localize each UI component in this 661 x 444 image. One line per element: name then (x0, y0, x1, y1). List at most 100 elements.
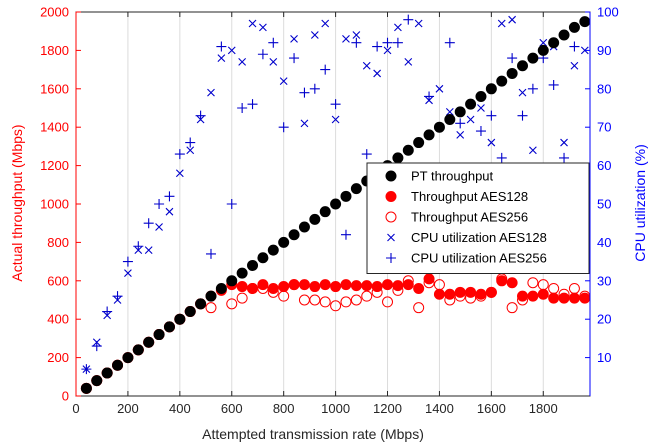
data-point (257, 252, 269, 264)
legend-marker (387, 233, 395, 242)
data-point (309, 294, 321, 306)
data-point (289, 53, 300, 64)
y-axis-left-label: Actual throughput (Mbps) (9, 124, 25, 281)
data-point (155, 223, 163, 231)
legend-label: CPU utilization AES128 (411, 230, 547, 245)
data-point (423, 129, 435, 141)
data-point (153, 329, 165, 341)
data-point (506, 302, 518, 314)
data-point (548, 282, 560, 294)
data-point (404, 58, 413, 66)
y-left-tick-label: 800 (47, 235, 69, 250)
data-point (352, 31, 361, 39)
data-point (205, 290, 217, 302)
data-point (485, 286, 497, 298)
data-point (226, 298, 238, 310)
data-point (456, 130, 465, 139)
data-point (237, 103, 248, 113)
data-point (101, 367, 113, 379)
data-point (454, 286, 466, 298)
data-point (122, 352, 134, 364)
y-right-tick-label: 100 (597, 5, 619, 20)
data-point (568, 21, 580, 33)
data-point (475, 288, 487, 300)
y-right-tick-label: 50 (597, 197, 611, 212)
y-left-tick-label: 1800 (40, 43, 69, 58)
y-left-tick-label: 400 (47, 312, 69, 327)
legend: PT throughput Throughput AES128 Throughput… (366, 162, 590, 274)
data-point (257, 279, 269, 291)
data-point (444, 114, 456, 126)
data-point (268, 37, 279, 48)
data-point (402, 279, 414, 291)
data-point (361, 280, 373, 292)
data-point (497, 19, 506, 28)
data-point (196, 115, 205, 124)
data-point (298, 294, 310, 306)
data-point (466, 115, 475, 124)
data-point (558, 292, 570, 304)
data-point (267, 282, 279, 294)
data-point (82, 365, 91, 374)
legend-label: Throughput AES256 (411, 210, 528, 225)
data-point (435, 84, 444, 93)
data-point (80, 382, 92, 394)
data-point (392, 280, 404, 292)
y-left-tick-label: 1400 (40, 120, 69, 135)
x-tick-label: 400 (169, 401, 191, 416)
y-right-tick-label: 60 (597, 158, 611, 173)
data-point (351, 37, 362, 48)
data-point (517, 60, 529, 72)
data-point (259, 23, 267, 32)
data-point (134, 246, 143, 254)
x-tick-label: 1000 (321, 401, 350, 416)
data-point (236, 267, 248, 279)
x-axis-label: Attempted transmission rate (Mbps) (202, 426, 424, 442)
y-right-tick-label: 70 (597, 120, 611, 135)
data-point (486, 110, 497, 121)
data-point (215, 282, 227, 294)
data-point (392, 152, 404, 164)
data-point (496, 75, 508, 87)
data-point (508, 15, 517, 24)
data-point (425, 96, 433, 105)
data-point (165, 207, 174, 216)
data-point (570, 61, 579, 70)
data-point (205, 248, 216, 259)
y-right-tick-label: 40 (597, 235, 611, 250)
legend-label: PT throughput (411, 169, 494, 184)
data-point (414, 19, 423, 28)
x-tick-label: 1200 (373, 401, 402, 416)
y-right-tick-label: 30 (597, 273, 611, 288)
data-point (205, 302, 217, 314)
data-point (350, 183, 362, 195)
data-point (340, 190, 352, 202)
data-point (143, 218, 154, 229)
data-point (330, 99, 341, 110)
data-point (568, 282, 580, 294)
data-point (485, 83, 497, 95)
y-axis-right: 10 20 30 40 50 60 70 80 90 100 (585, 5, 619, 396)
data-point (227, 46, 236, 55)
data-point (309, 281, 321, 293)
data-point (113, 296, 122, 304)
data-point (226, 199, 237, 209)
data-point (527, 277, 539, 289)
x-tick-label: 200 (117, 401, 139, 416)
data-point (184, 306, 196, 318)
data-point (207, 88, 215, 97)
data-point (517, 290, 529, 302)
data-point (143, 336, 155, 348)
data-point (507, 53, 518, 64)
data-point (278, 236, 290, 248)
data-point (248, 19, 257, 28)
y-right-tick-label: 80 (597, 81, 611, 96)
data-point (319, 279, 331, 291)
data-point (267, 244, 279, 256)
legend-marker (385, 211, 397, 223)
data-point (548, 292, 560, 304)
data-point (382, 37, 393, 48)
data-point (445, 107, 454, 116)
data-point (475, 126, 486, 137)
